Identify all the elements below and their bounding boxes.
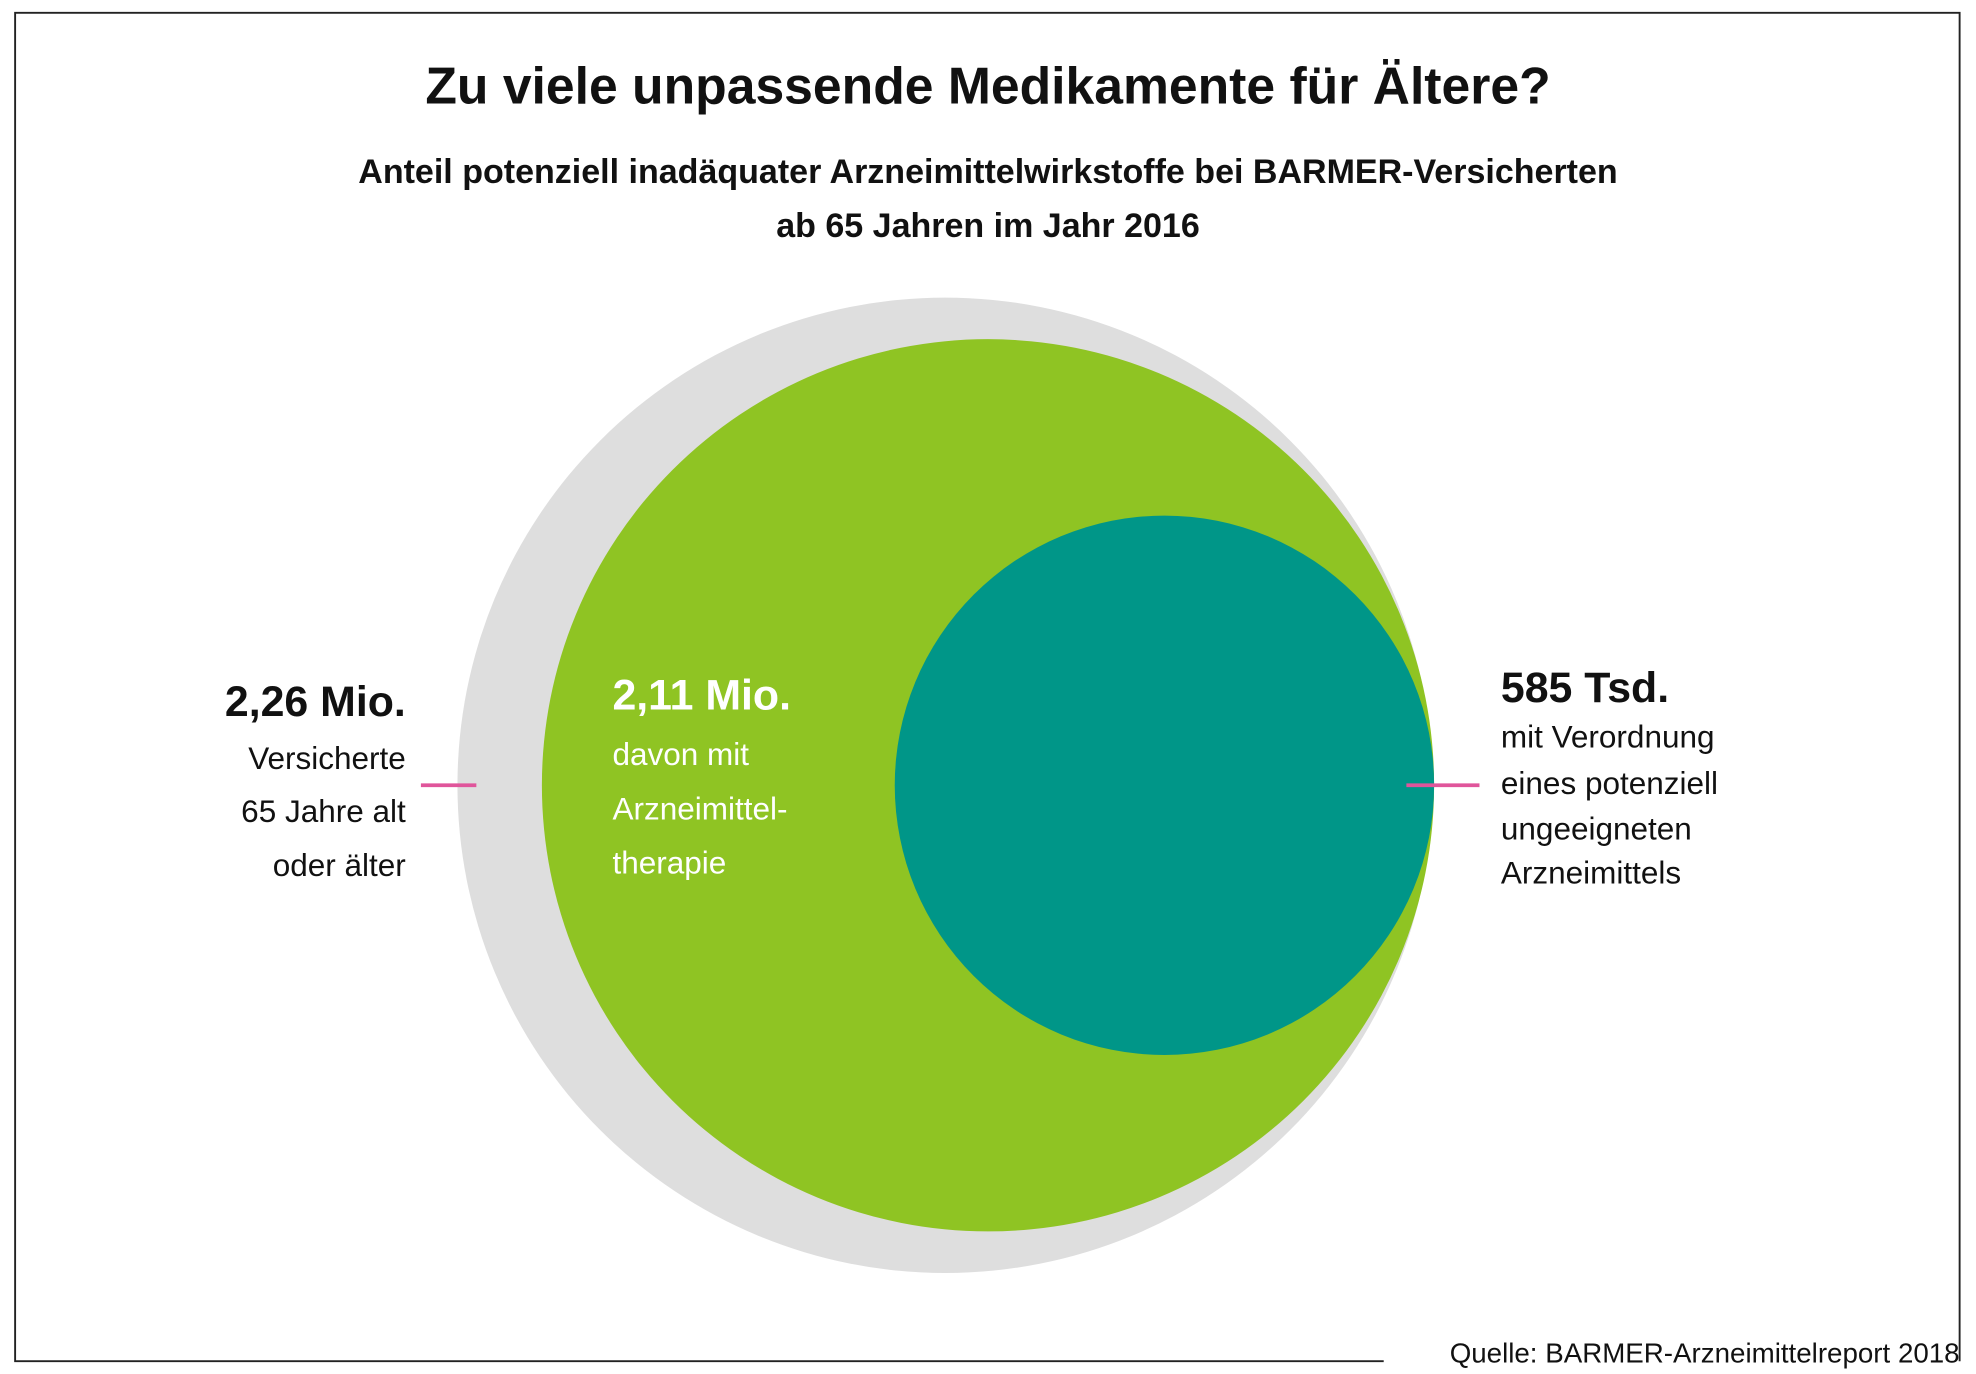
label-line: Arzneimittels — [1501, 855, 1681, 891]
label-line: 65 Jahre alt — [241, 793, 406, 829]
label-line: mit Verordnung — [1501, 718, 1715, 754]
value-label-insured: 2,26 Mio. — [225, 678, 406, 726]
label-inadequate-drug: 585 Tsd. mit Verordnung eines potenziell… — [1501, 664, 1718, 890]
chart-subtitle-line-2: ab 65 Jahren im Jahr 2016 — [776, 207, 1200, 245]
chart-subtitle-line-1: Anteil potenziell inadäquater Arzneimitt… — [358, 153, 1617, 191]
source-note: Quelle: BARMER-Arzneimittelreport 2018 — [1450, 1337, 1960, 1368]
label-line: davon mit — [612, 736, 749, 772]
label-line: ungeeigneten — [1501, 810, 1692, 846]
chart-title: Zu viele unpassende Medikamente für Älte… — [425, 57, 1550, 115]
value-label-drug-therapy: 2,11 Mio. — [612, 672, 791, 720]
label-line: Arzneimittel- — [612, 790, 787, 826]
circle-inadequate-drug — [894, 515, 1435, 1055]
label-drug-therapy: 2,11 Mio. davon mit Arzneimittel- therap… — [612, 672, 791, 881]
frame-border — [14, 11, 1961, 1363]
label-line: therapie — [612, 845, 726, 881]
value-label-inadequate: 585 Tsd. — [1501, 664, 1669, 712]
label-insured: 2,26 Mio. Versicherte 65 Jahre alt oder … — [225, 678, 406, 883]
label-line: oder älter — [273, 847, 406, 883]
label-line: eines potenziell — [1501, 765, 1718, 801]
label-line: Versicherte — [248, 740, 406, 776]
